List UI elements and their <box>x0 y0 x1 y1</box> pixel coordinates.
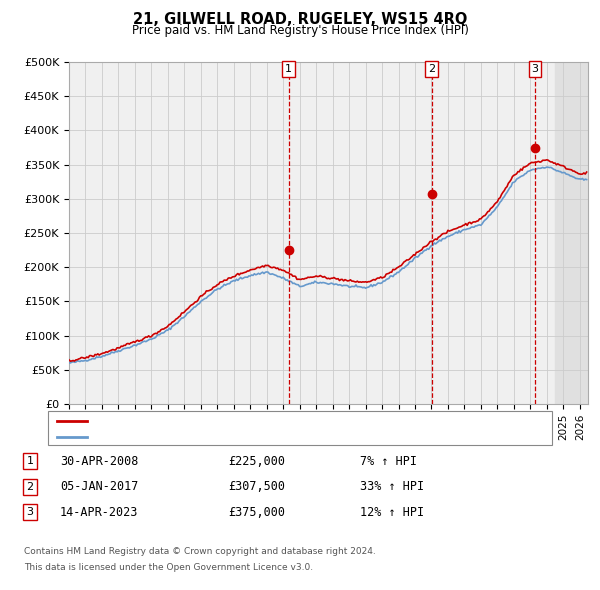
Text: HPI: Average price, detached house, Cannock Chase: HPI: Average price, detached house, Cann… <box>93 432 367 442</box>
Text: 3: 3 <box>532 64 538 74</box>
Text: 2: 2 <box>428 64 436 74</box>
Text: 21, GILWELL ROAD, RUGELEY, WS15 4RQ (detached house): 21, GILWELL ROAD, RUGELEY, WS15 4RQ (det… <box>93 416 402 426</box>
Text: 7% ↑ HPI: 7% ↑ HPI <box>360 455 417 468</box>
Text: 33% ↑ HPI: 33% ↑ HPI <box>360 480 424 493</box>
Text: £225,000: £225,000 <box>228 455 285 468</box>
Text: 05-JAN-2017: 05-JAN-2017 <box>60 480 139 493</box>
Text: £375,000: £375,000 <box>228 506 285 519</box>
Text: 2: 2 <box>26 482 34 491</box>
Text: 1: 1 <box>285 64 292 74</box>
Text: 21, GILWELL ROAD, RUGELEY, WS15 4RQ: 21, GILWELL ROAD, RUGELEY, WS15 4RQ <box>133 12 467 27</box>
Text: 3: 3 <box>26 507 34 517</box>
Text: 12% ↑ HPI: 12% ↑ HPI <box>360 506 424 519</box>
Bar <box>555 62 588 404</box>
Text: 1: 1 <box>26 457 34 466</box>
Text: £307,500: £307,500 <box>228 480 285 493</box>
Text: 30-APR-2008: 30-APR-2008 <box>60 455 139 468</box>
Text: 14-APR-2023: 14-APR-2023 <box>60 506 139 519</box>
Text: This data is licensed under the Open Government Licence v3.0.: This data is licensed under the Open Gov… <box>24 563 313 572</box>
Text: Price paid vs. HM Land Registry's House Price Index (HPI): Price paid vs. HM Land Registry's House … <box>131 24 469 37</box>
Text: Contains HM Land Registry data © Crown copyright and database right 2024.: Contains HM Land Registry data © Crown c… <box>24 547 376 556</box>
